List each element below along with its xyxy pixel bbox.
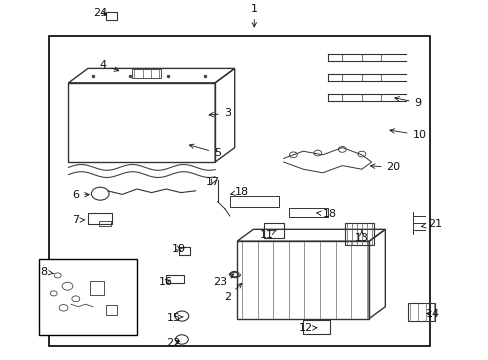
Text: 2: 2: [224, 283, 241, 302]
Text: 11: 11: [259, 230, 276, 240]
Text: 18: 18: [230, 186, 248, 197]
Bar: [179, 247, 190, 255]
Bar: [344, 223, 373, 245]
Bar: [106, 305, 117, 315]
Bar: [288, 208, 327, 217]
Text: 8: 8: [41, 267, 53, 277]
Text: 12: 12: [298, 323, 316, 333]
Text: 14: 14: [425, 309, 439, 319]
Bar: [90, 281, 103, 295]
Text: 4: 4: [99, 60, 119, 71]
Text: 13: 13: [354, 230, 368, 243]
Bar: [407, 303, 434, 321]
Text: 9: 9: [394, 96, 421, 108]
Bar: [88, 213, 112, 224]
Bar: [132, 69, 161, 78]
Text: 23: 23: [213, 274, 233, 287]
Bar: [165, 275, 184, 283]
Bar: [303, 320, 330, 334]
Text: 3: 3: [209, 108, 230, 118]
Text: 6: 6: [72, 190, 89, 200]
Bar: [39, 259, 137, 335]
Text: 24: 24: [93, 8, 107, 18]
Text: 15: 15: [166, 312, 183, 323]
Text: 17: 17: [205, 177, 219, 187]
Text: 20: 20: [370, 162, 400, 172]
Text: 1: 1: [250, 4, 257, 27]
Bar: [229, 196, 278, 207]
Text: 7: 7: [72, 215, 85, 225]
Text: 5: 5: [189, 144, 221, 158]
Text: 21: 21: [421, 219, 441, 229]
Text: 19: 19: [171, 244, 185, 254]
Text: 16: 16: [159, 276, 173, 287]
Bar: [99, 220, 111, 226]
Text: 10: 10: [389, 129, 426, 140]
Bar: [106, 12, 117, 20]
Text: 22: 22: [166, 338, 181, 348]
Bar: [49, 36, 429, 346]
Text: 18: 18: [316, 209, 336, 219]
Bar: [264, 223, 283, 238]
